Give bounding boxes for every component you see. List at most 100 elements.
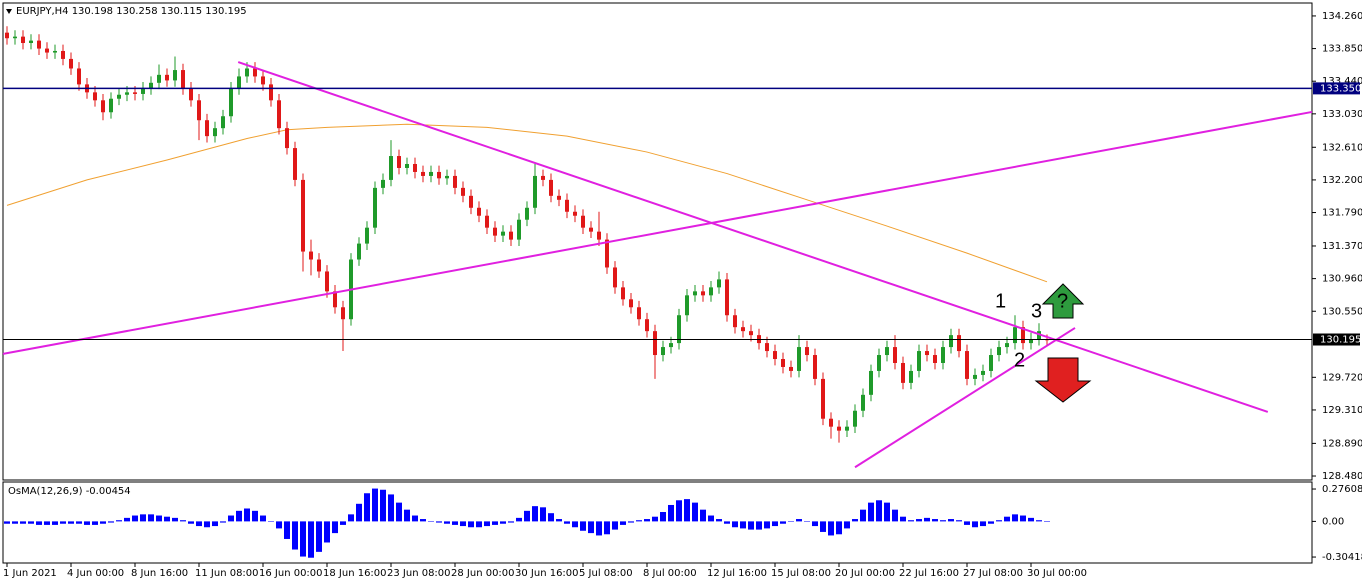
- candle-body: [701, 291, 705, 296]
- histogram-bar: [492, 521, 498, 525]
- histogram-bar: [252, 510, 258, 522]
- candle-body: [997, 347, 1001, 356]
- histogram-bar: [820, 521, 826, 532]
- histogram-bar: [308, 521, 314, 558]
- histogram-bar: [860, 509, 866, 522]
- x-tick-label: 27 Jul 08:00: [963, 568, 1023, 579]
- candle-body: [421, 171, 425, 176]
- histogram-bar: [724, 521, 730, 524]
- histogram-bar: [588, 521, 594, 534]
- candle-body: [741, 327, 745, 332]
- price-label: 130.195: [1320, 335, 1361, 346]
- histogram-bar: [740, 521, 746, 529]
- candle-body: [621, 287, 625, 300]
- candle-body: [109, 98, 113, 113]
- candle-body: [981, 370, 985, 375]
- up-arrow: [1041, 283, 1085, 319]
- indicator-title: OsMA(12,26,9) -0.00454: [8, 486, 131, 497]
- histogram-bar: [924, 517, 930, 522]
- candle-body: [13, 36, 17, 39]
- y-tick-label: -0.30418: [1322, 552, 1362, 563]
- histogram-bar: [380, 489, 386, 522]
- candle-body: [949, 335, 953, 348]
- histogram-bar: [652, 516, 658, 522]
- candle-body: [581, 215, 585, 228]
- histogram-bar: [284, 521, 290, 539]
- histogram-bar: [12, 521, 18, 524]
- candle-body: [509, 231, 513, 240]
- histogram-bar: [540, 507, 546, 522]
- histogram-bar: [500, 521, 506, 524]
- candle-body: [157, 74, 161, 83]
- candle-body: [189, 88, 193, 101]
- y-tick-label: 133.030: [1322, 109, 1362, 120]
- histogram-bar: [44, 521, 50, 525]
- candle-body: [589, 227, 593, 232]
- y-tick-label: 130.550: [1322, 306, 1362, 317]
- candle-body: [813, 355, 817, 379]
- histogram-bar: [332, 521, 338, 534]
- histogram-bar: [716, 519, 722, 522]
- histogram-bar: [76, 521, 82, 524]
- histogram-bar: [204, 521, 210, 528]
- y-tick-label: 134.260: [1322, 11, 1362, 22]
- histogram-bar: [772, 521, 778, 527]
- histogram-bar: [676, 500, 682, 522]
- candle-body: [693, 291, 697, 296]
- y-tick-label: 131.370: [1322, 241, 1362, 252]
- histogram-bar: [572, 521, 578, 528]
- candle-body: [613, 267, 617, 288]
- candle-body: [437, 171, 441, 179]
- candle-body: [925, 351, 929, 356]
- histogram-bar: [556, 519, 562, 522]
- histogram-bar: [28, 521, 34, 524]
- candle-body: [501, 231, 505, 236]
- histogram-bar: [36, 521, 42, 525]
- candle-body: [373, 187, 377, 228]
- histogram-bar: [244, 508, 250, 522]
- histogram-bar: [972, 521, 978, 528]
- histogram-bar: [396, 502, 402, 522]
- candle-body: [829, 418, 833, 427]
- histogram-bar: [956, 520, 962, 522]
- candle-body: [453, 175, 457, 188]
- annotation: 1: [995, 290, 1006, 312]
- histogram-bar: [316, 521, 322, 552]
- candle-body: [877, 355, 881, 371]
- candle-body: [933, 355, 937, 363]
- histogram-bar: [884, 502, 890, 522]
- candle-body: [37, 40, 41, 49]
- moving-average: [6, 123, 1048, 283]
- y-tick-label: 131.790: [1322, 208, 1362, 219]
- histogram-bar: [788, 521, 794, 522]
- histogram-bar: [212, 521, 218, 527]
- y-tick-label: 0.27608: [1322, 484, 1362, 495]
- histogram-bar: [692, 502, 698, 522]
- trendline: [237, 61, 1269, 413]
- candle-body: [1021, 327, 1025, 344]
- candle-body: [661, 347, 665, 356]
- candle-body: [53, 50, 57, 53]
- histogram-bar: [468, 521, 474, 528]
- histogram-bar: [660, 512, 666, 522]
- histogram-bar: [916, 519, 922, 522]
- y-tick-label: 128.480: [1322, 471, 1362, 482]
- histogram-bar: [52, 521, 58, 525]
- histogram-bar: [604, 521, 610, 535]
- candle-body: [261, 76, 265, 85]
- histogram-bar: [980, 521, 986, 527]
- y-tick-label: 133.850: [1322, 44, 1362, 55]
- y-tick-label: 132.200: [1322, 175, 1362, 186]
- candle-body: [917, 351, 921, 371]
- histogram-bar: [876, 500, 882, 522]
- candle-body: [533, 175, 537, 208]
- candle-body: [29, 40, 33, 44]
- histogram-bar: [836, 521, 842, 535]
- histogram-bar: [620, 521, 626, 525]
- candle-body: [469, 195, 473, 208]
- candle-body: [517, 219, 521, 240]
- y-tick-label: 129.310: [1322, 405, 1362, 416]
- histogram-bar: [444, 521, 450, 524]
- annotation: 3: [1031, 300, 1042, 322]
- histogram-bar: [900, 516, 906, 522]
